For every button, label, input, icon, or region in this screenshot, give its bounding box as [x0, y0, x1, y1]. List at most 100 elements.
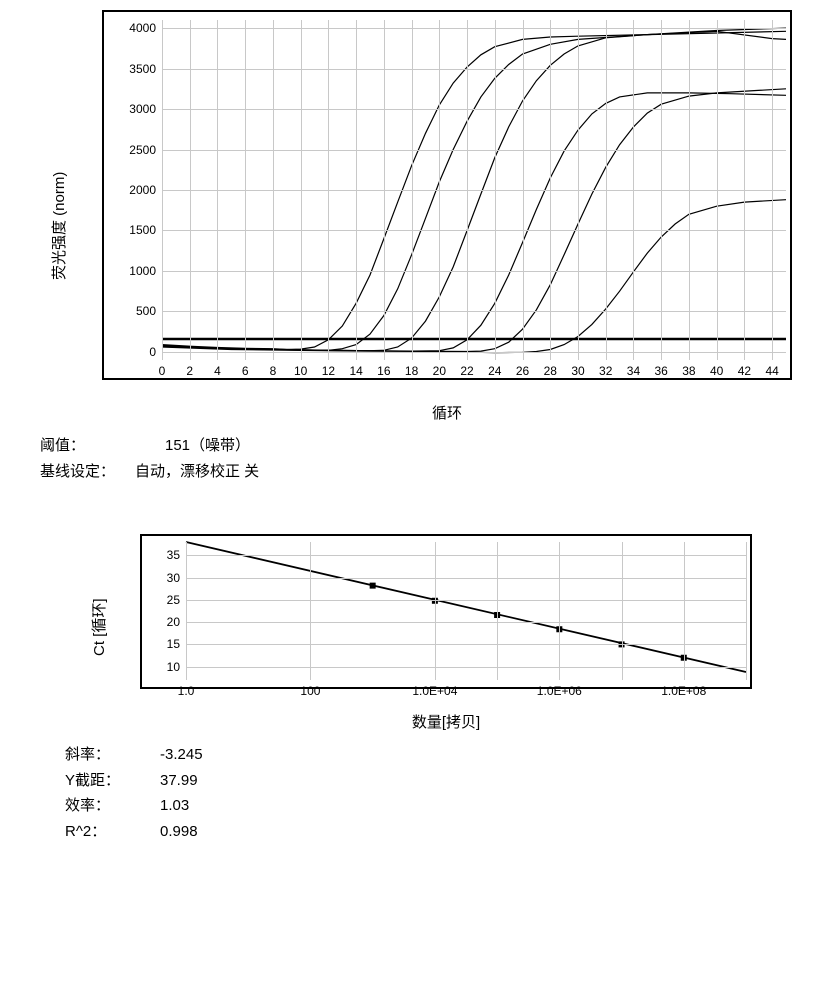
param-row: 效率： 1.03	[65, 793, 821, 819]
gridline	[162, 352, 786, 353]
xtick-label: 44	[765, 364, 778, 378]
xtick-label: 2	[186, 364, 193, 378]
ytick-label: 25	[167, 593, 180, 607]
param-label: 效率：	[65, 793, 160, 819]
xtick-label: 28	[544, 364, 557, 378]
param-value: 0.998	[160, 819, 198, 845]
ytick-label: 0	[149, 345, 156, 359]
ytick-label: 20	[167, 615, 180, 629]
gridline	[162, 69, 786, 70]
gridline	[186, 542, 187, 680]
chart1-plot	[162, 20, 786, 360]
chart1-ylabel: 荧光强度 (norm)	[48, 172, 69, 280]
amplification-chart-wrap: 荧光强度 (norm) 0246810121416182022242628303…	[10, 10, 821, 423]
param-row: 斜率： -3.245	[65, 742, 821, 768]
param-label: 阈值：	[40, 433, 135, 459]
gridline	[435, 542, 436, 680]
chart2-ylabel: Ct [循环]	[88, 598, 109, 656]
xtick-label: 40	[710, 364, 723, 378]
gridline	[162, 311, 786, 312]
chart2-svg	[186, 542, 746, 680]
chart1-box: 0246810121416182022242628303234363840424…	[102, 10, 792, 380]
ytick-label: 30	[167, 571, 180, 585]
series-curve	[162, 31, 786, 350]
gridline	[162, 109, 786, 110]
param-value: 151（噪带）	[165, 433, 250, 459]
series-curve	[162, 200, 786, 353]
ytick-label: 3000	[129, 102, 156, 116]
gridline	[162, 190, 786, 191]
ytick-label: 2500	[129, 143, 156, 157]
xtick-label: 38	[682, 364, 695, 378]
param-value: 37.99	[160, 768, 198, 794]
gridline	[186, 578, 746, 579]
gridline	[497, 542, 498, 680]
xtick-label: 10	[294, 364, 307, 378]
param-label: 基线设定：	[40, 459, 135, 485]
param-label: 斜率：	[65, 742, 160, 768]
ytick-label: 3500	[129, 62, 156, 76]
xtick-label: 12	[322, 364, 335, 378]
ytick-label: 15	[167, 637, 180, 651]
param-value: 自动，漂移校正 关	[135, 459, 259, 485]
chart1-params: 阈值： 151（噪带） 基线设定： 自动，漂移校正 关	[40, 433, 821, 484]
xtick-label: 1.0E+08	[661, 684, 706, 698]
xtick-label: 8	[270, 364, 277, 378]
gridline	[622, 542, 623, 680]
gridline	[186, 600, 746, 601]
ytick-label: 35	[167, 548, 180, 562]
chart2-xlabel: 数量[拷贝]	[140, 711, 752, 732]
xtick-label: 6	[242, 364, 249, 378]
gridline	[162, 28, 786, 29]
gridline	[310, 542, 311, 680]
xtick-label: 18	[405, 364, 418, 378]
xtick-label: 34	[627, 364, 640, 378]
param-value: -3.245	[160, 742, 203, 768]
xtick-label: 100	[300, 684, 320, 698]
chart1-xlabel: 循环	[102, 402, 792, 423]
param-row: 阈值： 151（噪带）	[40, 433, 821, 459]
ytick-label: 1500	[129, 223, 156, 237]
gridline	[186, 622, 746, 623]
ytick-label: 4000	[129, 21, 156, 35]
gridline	[162, 150, 786, 151]
xtick-label: 30	[571, 364, 584, 378]
xtick-label: 36	[655, 364, 668, 378]
ytick-label: 1000	[129, 264, 156, 278]
param-row: Y截距： 37.99	[65, 768, 821, 794]
chart2-plot	[186, 542, 746, 680]
gridline	[559, 542, 560, 680]
chart2-box: 1.01001.0E+041.0E+061.0E+08101520253035	[140, 534, 752, 689]
param-row: R^2： 0.998	[65, 819, 821, 845]
ytick-label: 2000	[129, 183, 156, 197]
xtick-label: 24	[488, 364, 501, 378]
xtick-label: 4	[214, 364, 221, 378]
xtick-label: 22	[460, 364, 473, 378]
gridline	[162, 230, 786, 231]
gridline	[186, 667, 746, 668]
xtick-label: 0	[159, 364, 166, 378]
param-row: 基线设定： 自动，漂移校正 关	[40, 459, 821, 485]
xtick-label: 26	[516, 364, 529, 378]
xtick-label: 14	[349, 364, 362, 378]
param-label: Y截距：	[65, 768, 160, 794]
xtick-label: 16	[377, 364, 390, 378]
ytick-label: 500	[136, 304, 156, 318]
regression-chart-wrap: Ct [循环] 1.0 100 1.0E+04 1.0E+06 1.0E+08 10 15 2…	[10, 534, 821, 732]
gridline	[162, 271, 786, 272]
xtick-label: 1.0E+04	[412, 684, 457, 698]
chart2-params: 斜率： -3.245 Y截距： 37.99 效率： 1.03 R^2： 0.99…	[65, 742, 821, 844]
ytick-label: 10	[167, 660, 180, 674]
gridline	[186, 644, 746, 645]
gridline	[186, 555, 746, 556]
param-label: R^2：	[65, 819, 160, 845]
param-value: 1.03	[160, 793, 189, 819]
xtick-label: 1.0	[178, 684, 195, 698]
gridline	[746, 542, 747, 680]
gridline	[684, 542, 685, 680]
data-point	[370, 583, 376, 589]
xtick-label: 20	[433, 364, 446, 378]
xtick-label: 42	[738, 364, 751, 378]
xtick-label: 1.0E+06	[537, 684, 582, 698]
xtick-label: 32	[599, 364, 612, 378]
